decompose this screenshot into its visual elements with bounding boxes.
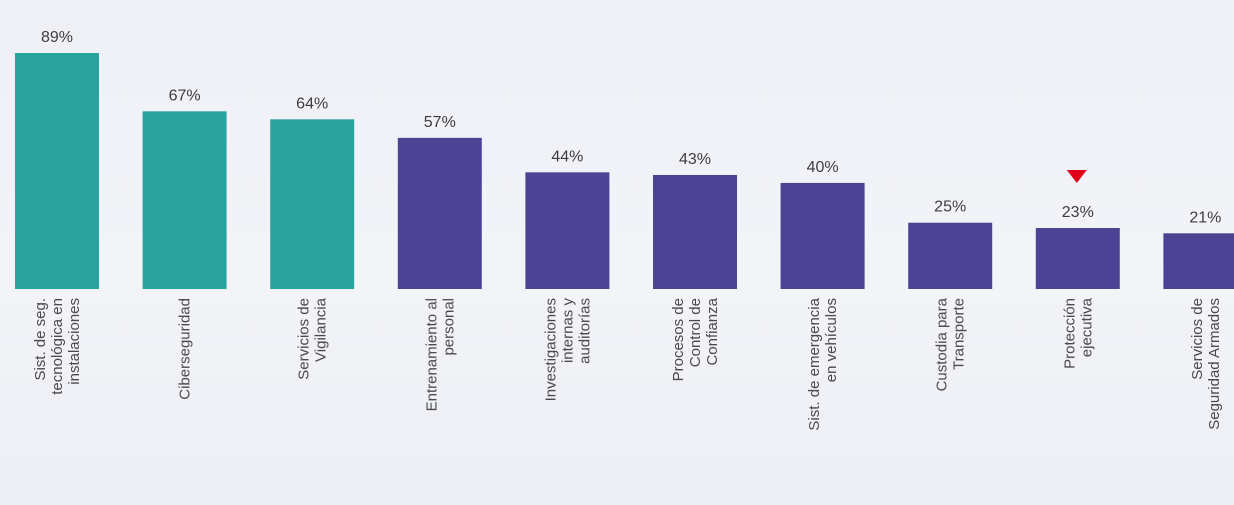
category-label-line: Procesos de — [670, 298, 687, 381]
bar-3 — [270, 119, 355, 289]
category-label-line: Confianza — [704, 297, 721, 365]
red-down-triangle-icon — [1066, 170, 1087, 184]
category-label-line: en vehículos — [823, 298, 840, 382]
category-label-1: Sist. de seg. tecnológica en instalaciones — [32, 298, 83, 395]
category-label-line: instalaciones — [66, 298, 83, 385]
bar-2 — [142, 111, 227, 289]
bar-value-label-4: 57% — [424, 114, 456, 131]
category-label-line: ejecutiva — [1078, 297, 1095, 357]
category-label-line: Vigilancia — [313, 297, 330, 362]
category-label-line: personal — [440, 298, 457, 356]
bar-value-label-5: 44% — [551, 148, 583, 165]
bar-6 — [653, 174, 737, 289]
bar-value-label-3: 64% — [296, 95, 328, 112]
bar-value-label-9: 23% — [1062, 204, 1094, 221]
category-labels-layer: Sist. de seg. tecnológica en instalaciones… — [32, 297, 1223, 430]
bar-value-label-10: 21% — [1189, 209, 1221, 226]
bar-1 — [15, 53, 99, 289]
category-label-line: Entrenamiento al — [423, 298, 440, 411]
category-label-line: auditorías — [576, 298, 593, 364]
category-label-line: Sist. de emergencia — [806, 297, 823, 430]
bar-value-label-2: 67% — [169, 87, 201, 104]
category-label-3: Servicios de Vigilancia — [296, 297, 330, 379]
category-label-5: Investigaciones internas y auditorías — [542, 298, 593, 402]
category-label-9: Protección ejecutiva — [1061, 297, 1095, 369]
category-label-4: Entrenamiento al personal — [423, 298, 457, 411]
category-label-line: Servicios de — [1189, 298, 1206, 380]
category-label-line: Seguridad Armados — [1206, 298, 1223, 430]
category-label-line: internas y — [559, 298, 576, 364]
bar-9 — [1035, 228, 1120, 289]
category-label-8: Custodia para Transporte — [934, 297, 968, 391]
category-label-10: Servicios de Seguridad Armados — [1189, 298, 1223, 430]
category-label-line: Custodia para — [934, 297, 951, 391]
category-label-line: Investigaciones — [542, 298, 559, 401]
bar-8 — [908, 222, 993, 289]
category-label-line: Control de — [687, 298, 704, 367]
bar-value-label-7: 40% — [807, 159, 839, 176]
category-label-line: Sist. de seg. — [32, 298, 49, 381]
value-labels-layer: 89% 67% 64% 57% 44% 43% 40% 25% 23% 21% — [41, 29, 1221, 226]
category-label-line: Transporte — [951, 298, 968, 370]
bar-value-label-8: 25% — [934, 199, 966, 216]
category-label-line: Servicios de — [296, 298, 313, 380]
category-label-line: tecnológica en — [49, 298, 66, 395]
bar-7 — [780, 182, 865, 289]
category-label-2: Ciberseguridad — [177, 298, 194, 400]
category-label-7: Sist. de emergencia en vehículos — [806, 297, 840, 430]
bar-value-label-1: 89% — [41, 29, 73, 46]
category-label-6: Procesos de Control de Confianza — [670, 297, 721, 381]
category-label-line: Protección — [1061, 298, 1078, 369]
bars-layer — [15, 53, 1234, 289]
bar-4 — [397, 137, 482, 289]
marker-layer — [1066, 170, 1087, 184]
bar-10 — [1163, 233, 1234, 289]
category-label-line: Ciberseguridad — [177, 298, 194, 400]
bar-5 — [525, 172, 610, 289]
bar-value-label-6: 43% — [679, 151, 711, 168]
